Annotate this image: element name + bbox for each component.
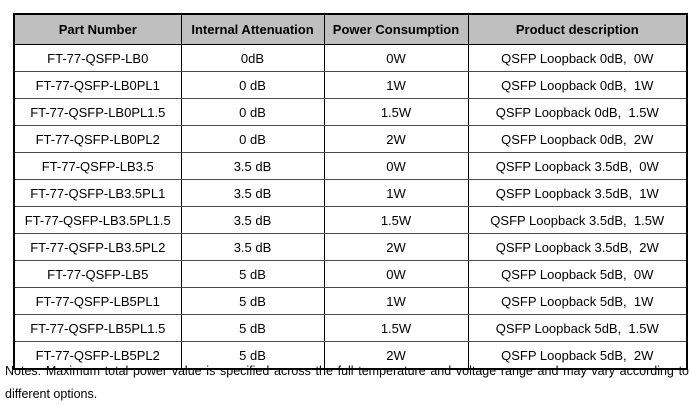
table-row: FT-77-QSFP-LB3.5 3.5 dB 0W QSFP Loopback 3.… xyxy=(13,152,688,180)
cell-product-description: QSFP Loopback 0dB, 2W xyxy=(467,125,688,153)
cell-product-description: QSFP Loopback 5dB, 1.5W xyxy=(467,314,688,342)
cell-part-number: FT-77-QSFP-LB3.5PL2 xyxy=(13,233,182,261)
cell-part-number: FT-77-QSFP-LB3.5PL1.5 xyxy=(13,206,182,234)
cell-power-consumption: 0W xyxy=(323,260,469,288)
table-row: FT-77-QSFP-LB0PL2 0 dB 2W QSFP Loopback 0dB… xyxy=(13,125,688,153)
cell-product-description: QSFP Loopback 5dB, 0W xyxy=(467,260,688,288)
cell-product-description: QSFP Loopback 0dB, 1.5W xyxy=(467,98,688,126)
table-row: FT-77-QSFP-LB3.5PL1 3.5 dB 1W QSFP Loopback… xyxy=(13,179,688,207)
cell-internal-attenuation: 3.5 dB xyxy=(180,152,325,180)
cell-part-number: FT-77-QSFP-LB5PL1 xyxy=(13,287,182,315)
cell-part-number: FT-77-QSFP-LB5PL1.5 xyxy=(13,314,182,342)
cell-internal-attenuation: 3.5 dB xyxy=(180,233,325,261)
cell-internal-attenuation: 0 dB xyxy=(180,98,325,126)
table-body: FT-77-QSFP-LB0 0dB 0W QSFP Loopback 0dB, 0W… xyxy=(13,44,688,370)
table-row: FT-77-QSFP-LB5PL1 5 dB 1W QSFP Loopback 5dB… xyxy=(13,287,688,315)
table-row: FT-77-QSFP-LB0PL1 0 dB 1W QSFP Loopback 0dB… xyxy=(13,71,688,99)
table-row: FT-77-QSFP-LB3.5PL2 3.5 dB 2W QSFP Loopback… xyxy=(13,233,688,261)
cell-product-description: QSFP Loopback 3.5dB, 2W xyxy=(467,233,688,261)
table-row: FT-77-QSFP-LB0 0dB 0W QSFP Loopback 0dB, 0W xyxy=(13,44,688,72)
cell-product-description: QSFP Loopback 5dB, 2W xyxy=(467,341,688,370)
cell-part-number: FT-77-QSFP-LB5 xyxy=(13,260,182,288)
cell-part-number: FT-77-QSFP-LB0PL2 xyxy=(13,125,182,153)
header-row: Part Number Internal Attenuation Power C… xyxy=(13,13,688,45)
cell-power-consumption: 1.5W xyxy=(323,98,469,126)
column-header-internal-attenuation: Internal Attenuation xyxy=(180,13,325,45)
cell-part-number: FT-77-QSFP-LB0PL1 xyxy=(13,71,182,99)
cell-power-consumption: 1.5W xyxy=(323,206,469,234)
cell-product-description: QSFP Loopback 5dB, 1W xyxy=(467,287,688,315)
table-row: FT-77-QSFP-LB0PL1.5 0 dB 1.5W QSFP Loopback… xyxy=(13,98,688,126)
cell-power-consumption: 1W xyxy=(323,179,469,207)
cell-product-description: QSFP Loopback 3.5dB, 0W xyxy=(467,152,688,180)
table-row: FT-77-QSFP-LB5PL1.5 5 dB 1.5W QSFP Loopback… xyxy=(13,314,688,342)
table-row: FT-77-QSFP-LB5 5 dB 0W QSFP Loopback 5dB, 0… xyxy=(13,260,688,288)
cell-product-description: QSFP Loopback 3.5dB, 1.5W xyxy=(467,206,688,234)
cell-internal-attenuation: 5 dB xyxy=(180,287,325,315)
cell-part-number: FT-77-QSFP-LB5PL2 xyxy=(13,341,182,370)
cell-internal-attenuation: 0 dB xyxy=(180,125,325,153)
cell-internal-attenuation: 0dB xyxy=(180,44,325,72)
cell-part-number: FT-77-QSFP-LB0PL1.5 xyxy=(13,98,182,126)
cell-internal-attenuation: 5 dB xyxy=(180,314,325,342)
cell-power-consumption: 0W xyxy=(323,152,469,180)
cell-power-consumption: 2W xyxy=(323,233,469,261)
cell-power-consumption: 1W xyxy=(323,287,469,315)
cell-product-description: QSFP Loopback 0dB, 1W xyxy=(467,71,688,99)
column-header-product-description: Product description xyxy=(467,13,688,45)
cell-product-description: QSFP Loopback 0dB, 0W xyxy=(467,44,688,72)
column-header-part-number: Part Number xyxy=(13,13,182,45)
cell-product-description: QSFP Loopback 3.5dB, 1W xyxy=(467,179,688,207)
cell-power-consumption: 1W xyxy=(323,71,469,99)
cell-internal-attenuation: 3.5 dB xyxy=(180,206,325,234)
cell-part-number: FT-77-QSFP-LB3.5 xyxy=(13,152,182,180)
cell-internal-attenuation: 0 dB xyxy=(180,71,325,99)
cell-power-consumption: 0W xyxy=(323,44,469,72)
cell-part-number: FT-77-QSFP-LB0 xyxy=(13,44,182,72)
column-header-power-consumption: Power Consumption xyxy=(323,13,469,45)
cell-internal-attenuation: 5 dB xyxy=(180,341,325,370)
product-spec-table: Part Number Internal Attenuation Power C… xyxy=(13,13,688,370)
cell-part-number: FT-77-QSFP-LB3.5PL1 xyxy=(13,179,182,207)
table-row: FT-77-QSFP-LB5PL2 5 dB 2W QSFP Loopback 5dB… xyxy=(13,341,688,370)
notes-line-1: Notes: Maximum total power value is spec… xyxy=(5,364,689,378)
cell-power-consumption: 2W xyxy=(323,341,469,370)
cell-internal-attenuation: 3.5 dB xyxy=(180,179,325,207)
cell-power-consumption: 1.5W xyxy=(323,314,469,342)
notes-text: Notes: Maximum total power value is spec… xyxy=(5,364,689,402)
cell-power-consumption: 2W xyxy=(323,125,469,153)
cell-internal-attenuation: 5 dB xyxy=(180,260,325,288)
notes-line-2: different options. xyxy=(5,387,98,401)
table-row: FT-77-QSFP-LB3.5PL1.5 3.5 dB 1.5W QSFP Loop… xyxy=(13,206,688,234)
